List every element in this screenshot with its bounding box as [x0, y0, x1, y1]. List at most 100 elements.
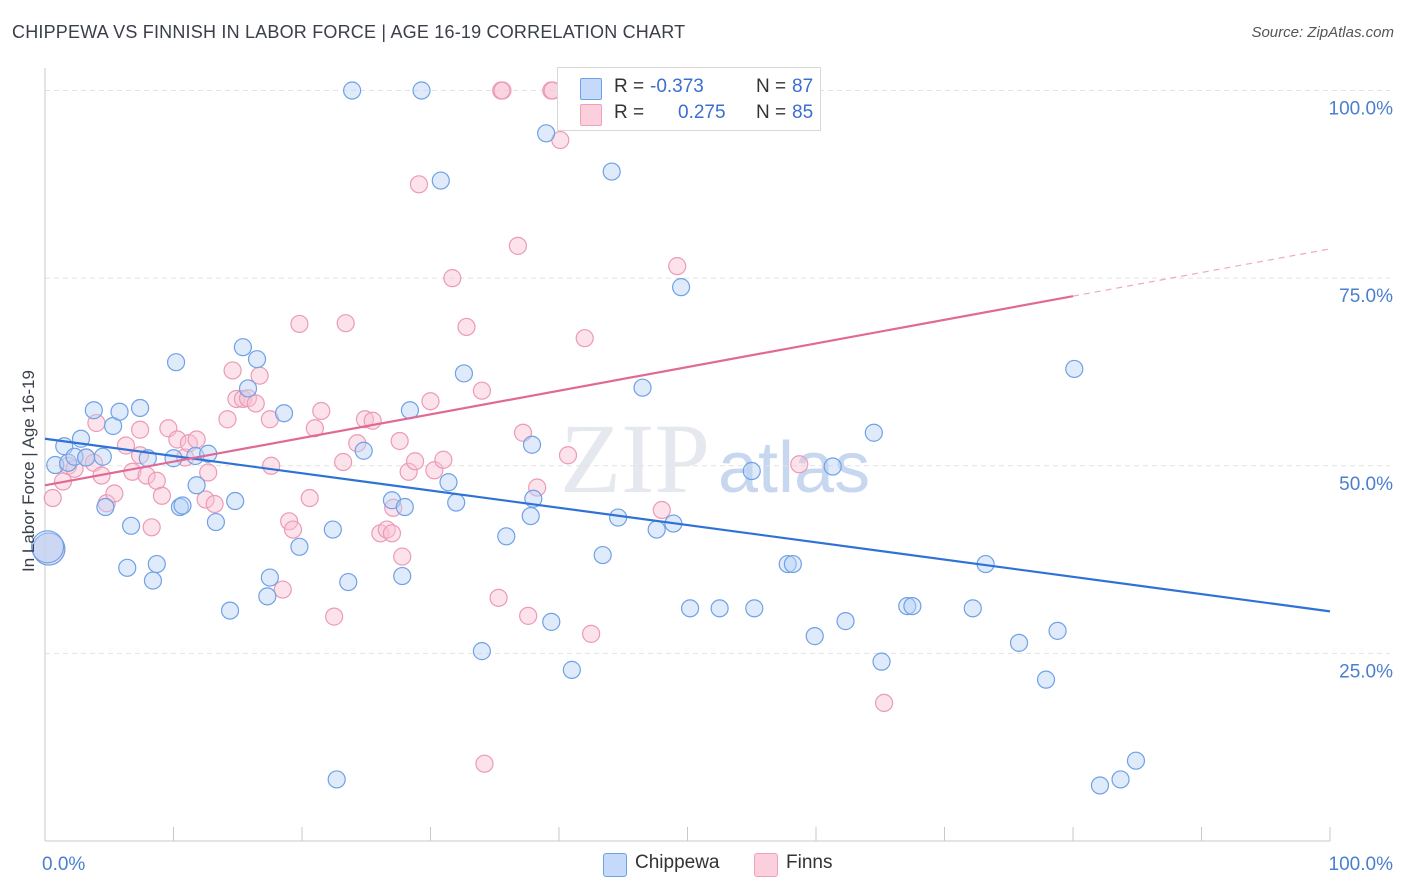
- chippewa-point: [130, 398, 150, 418]
- finns-point: [187, 430, 206, 449]
- finns-point: [152, 486, 172, 505]
- chippewa-point: [30, 530, 65, 564]
- finns-point: [390, 431, 409, 451]
- finns-point: [508, 236, 527, 255]
- chippewa-point: [1009, 633, 1029, 652]
- chippewa-point: [454, 364, 474, 383]
- chippewa-point: [898, 596, 917, 616]
- chippewa-point: [238, 379, 258, 398]
- chippewa-point: [903, 596, 922, 616]
- chippewa-point: [439, 473, 458, 492]
- chippewa-point: [1065, 359, 1084, 379]
- chippewa-point: [206, 512, 226, 532]
- finns-point: [475, 754, 494, 773]
- chippewa-point: [93, 447, 112, 466]
- chippewa-point: [339, 572, 358, 592]
- n-value: 87: [792, 76, 814, 97]
- finns-point: [472, 381, 491, 400]
- finns-point: [168, 430, 187, 449]
- chippewa-point: [1048, 621, 1067, 640]
- chippewa-point: [343, 81, 362, 100]
- finns-swatch: [580, 104, 602, 126]
- chippewa-point: [393, 566, 412, 586]
- finns-point: [382, 524, 402, 543]
- chippewa-point: [32, 532, 66, 566]
- finns-point: [421, 392, 440, 411]
- finns-point: [218, 410, 237, 429]
- chippewa-point: [472, 642, 491, 661]
- finns-point: [290, 314, 309, 334]
- chippewa-point: [710, 599, 729, 618]
- finns-point: [142, 518, 161, 537]
- r-value: 0.275: [678, 102, 726, 123]
- x-tick-label: 0.0%: [42, 854, 85, 875]
- y-axis-label: In Labor Force | Age 16-19: [19, 370, 38, 572]
- y-tick-label: 100.0%: [1329, 99, 1394, 120]
- chippewa-point: [187, 476, 206, 495]
- chippewa-point: [872, 652, 891, 671]
- finns-point: [205, 494, 224, 514]
- finns-point: [246, 394, 265, 413]
- chippewa-point: [1090, 776, 1110, 795]
- chippewa-swatch: [580, 78, 602, 100]
- correlation-legend: R = -0.373 N = 87 R = 0.275 N = 85: [557, 67, 821, 131]
- axes: [44, 68, 1331, 842]
- finns-point: [652, 500, 671, 520]
- trend-lines: [44, 248, 1331, 613]
- chippewa-point: [118, 558, 137, 577]
- finns-point: [434, 450, 453, 469]
- finns-point: [582, 624, 601, 643]
- chippewa-point: [497, 527, 516, 546]
- finns-point: [312, 401, 331, 421]
- chippewa-point: [680, 599, 700, 618]
- finns-point: [130, 420, 150, 439]
- finns-point: [575, 329, 594, 348]
- y-tick-labels: 25.0% 50.0% 75.0% 100.0%: [1329, 99, 1394, 683]
- chippewa-point: [258, 587, 277, 606]
- series-legend: Chippewa Finns: [0, 852, 1406, 877]
- chippewa-point: [522, 435, 542, 454]
- finns-point: [325, 607, 344, 626]
- finns-point: [43, 488, 62, 508]
- legend-label-finns: Finns: [786, 852, 833, 873]
- r-value: -0.373: [650, 76, 704, 97]
- chippewa-point: [1111, 770, 1130, 789]
- gridlines: [45, 90, 1390, 654]
- chippewa-trend-line: [44, 437, 1331, 613]
- chippewa-point: [963, 599, 982, 618]
- chippewa-point: [226, 491, 245, 511]
- chippewa-point: [647, 520, 666, 539]
- chippewa-point: [290, 537, 309, 556]
- x-tick-label: 100.0%: [1329, 854, 1394, 875]
- chippewa-point: [778, 554, 797, 574]
- n-label: N =: [756, 102, 787, 123]
- chippewa-point: [220, 601, 240, 620]
- n-value: 85: [792, 102, 814, 123]
- finns-point: [300, 488, 319, 508]
- finns-point: [409, 175, 429, 194]
- finns-point: [334, 452, 353, 472]
- finns-point: [399, 462, 418, 481]
- n-label: N =: [756, 76, 787, 97]
- finns-point: [489, 588, 508, 607]
- chippewa-point: [805, 627, 824, 646]
- chart-title: CHIPPEWA VS FINNISH IN LABOR FORCE | AGE…: [12, 22, 686, 42]
- chippewa-point: [823, 457, 842, 476]
- chippewa-point: [447, 493, 466, 512]
- chippewa-point: [537, 124, 556, 143]
- finns-point: [199, 463, 218, 482]
- chippewa-point: [1126, 751, 1146, 770]
- finns-point: [668, 257, 687, 276]
- chippewa-point: [671, 278, 691, 297]
- chippewa-point: [542, 612, 561, 631]
- chippewa-point: [836, 612, 855, 631]
- chippewa-points: [30, 81, 1146, 795]
- chippewa-point: [247, 350, 267, 369]
- chippewa-point: [233, 338, 252, 357]
- chippewa-point: [412, 81, 431, 100]
- legend-label-chippewa: Chippewa: [635, 852, 720, 873]
- chippewa-point: [143, 571, 163, 590]
- chippewa-point: [164, 449, 183, 468]
- finns-trend-line: [44, 295, 1074, 487]
- x-tick-labels: 0.0% 100.0%: [42, 854, 1393, 875]
